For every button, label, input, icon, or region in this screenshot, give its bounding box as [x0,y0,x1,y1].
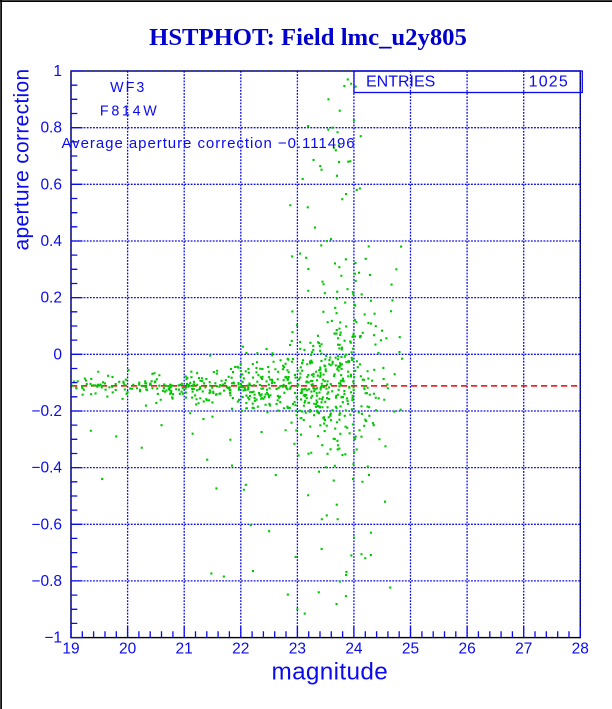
svg-text:20: 20 [119,641,137,658]
svg-text:ENTRIES: ENTRIES [366,74,435,91]
svg-text:0.8: 0.8 [40,120,62,137]
svg-text:28: 28 [572,641,589,658]
svg-text:24: 24 [345,641,363,658]
svg-text:−0.8: −0.8 [31,573,62,590]
svg-text:magnitude: magnitude [271,658,388,685]
svg-text:−1: −1 [44,630,62,647]
svg-text:−0.6: −0.6 [31,516,62,533]
svg-text:HSTPHOT: Field lmc_u2y805: HSTPHOT: Field lmc_u2y805 [149,24,467,51]
svg-text:0.6: 0.6 [40,176,62,193]
svg-text:22: 22 [232,641,249,658]
svg-text:25: 25 [402,641,419,658]
svg-text:23: 23 [289,641,306,658]
svg-text:19: 19 [62,641,79,658]
svg-text:aperture correction: aperture correction [11,69,34,251]
svg-text:21: 21 [176,641,193,658]
svg-text:−0.2: −0.2 [31,403,62,420]
svg-text:0.4: 0.4 [40,233,62,250]
svg-text:26: 26 [458,641,475,658]
svg-text:−0.4: −0.4 [31,460,62,477]
svg-text:Average aperture correction −0: Average aperture correction −0.111496 [62,135,356,152]
svg-text:1025: 1025 [529,74,569,91]
svg-text:1: 1 [53,63,62,80]
svg-text:0: 0 [53,346,62,363]
svg-text:0.2: 0.2 [40,290,62,307]
svg-text:F814W: F814W [100,103,160,119]
svg-text:WF3: WF3 [110,80,146,96]
svg-text:27: 27 [515,641,532,658]
